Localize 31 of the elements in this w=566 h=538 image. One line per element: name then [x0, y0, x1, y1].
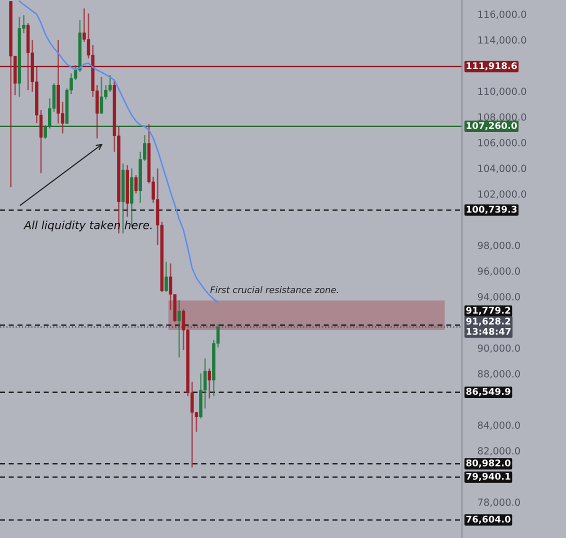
- ref-line-label: 100,739.3: [466, 206, 517, 214]
- ref-line-label: 91,628.2 13:48:47: [466, 318, 511, 335]
- band-label: First crucial resistance zone.: [210, 286, 338, 294]
- y-tick-label: 88,000.0: [478, 370, 520, 378]
- y-tick-label: 114,000.0: [478, 36, 526, 45]
- ref-line-label: 80,982.0: [466, 459, 510, 468]
- candlestick: [100, 76, 104, 114]
- y-tick-label: 96,000.0: [478, 267, 520, 276]
- y-tick-label: 90,000.0: [478, 344, 520, 353]
- y-tick-label: 104,000.0: [478, 164, 526, 174]
- candlestick: [178, 299, 181, 358]
- candlestick: [108, 74, 112, 93]
- y-tick-label: 78,000.0: [478, 498, 520, 507]
- y-tick-label: 102,000.0: [478, 190, 526, 199]
- y-tick-label: 84,000.0: [478, 421, 520, 430]
- y-tick-label: 94,000.0: [478, 293, 520, 302]
- candlestick: [208, 368, 212, 400]
- ref-line-label: 86,549.9: [466, 388, 510, 396]
- ref-line-label: 79,940.1: [466, 472, 510, 481]
- y-tick-label: 116,000.0: [478, 10, 526, 19]
- ref-line-label: 111,918.6: [466, 62, 517, 70]
- y-tick-label: 106,000.0: [478, 139, 526, 148]
- candlestick: [134, 174, 138, 194]
- ref-line-label: 76,604.0: [466, 516, 510, 524]
- y-tick-label: 108,000.0: [478, 113, 526, 122]
- y-tick-label: 82,000.0: [478, 447, 520, 456]
- y-tick-label: 110,000.0: [478, 88, 526, 96]
- y-tick-label: 98,000.0: [478, 242, 520, 250]
- ref-line-label: 91,779.2: [466, 306, 510, 315]
- ref-line-label: 107,260.0: [466, 122, 517, 130]
- candlestick: [164, 261, 168, 293]
